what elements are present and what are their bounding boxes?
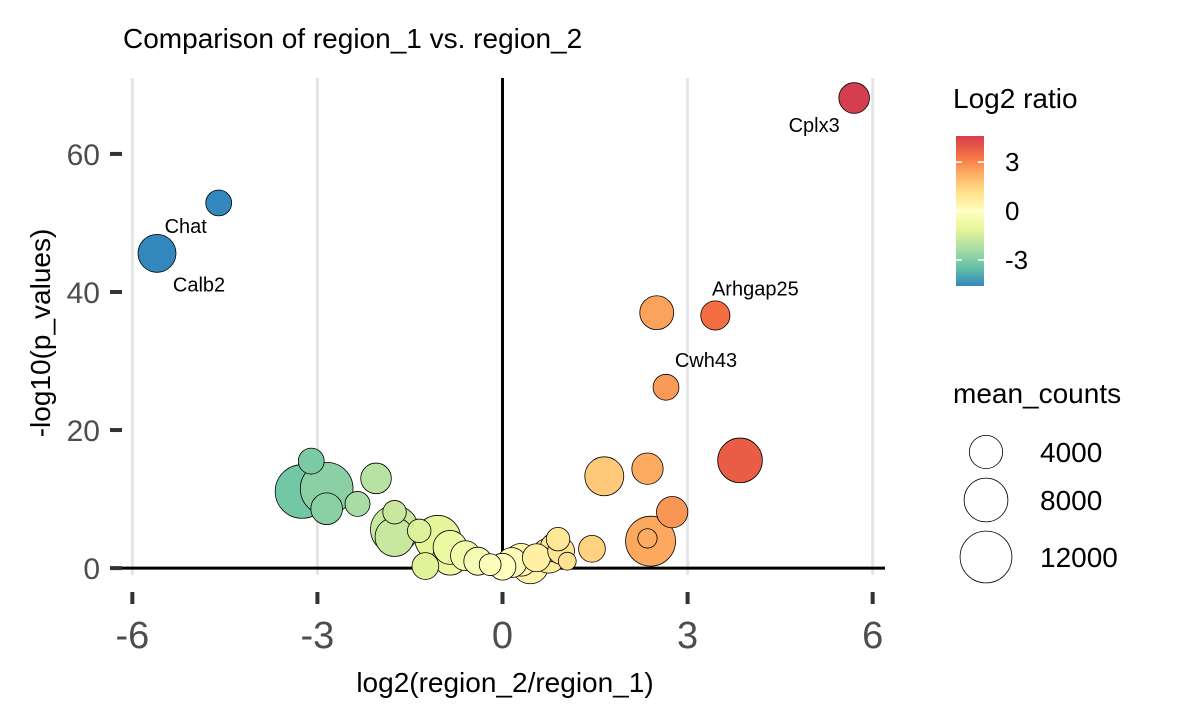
axes [120, 78, 885, 575]
colorbar-tick-label: 0 [1005, 196, 1019, 226]
data-point [557, 551, 577, 571]
y-axis-title: -log10(p_values) [25, 229, 56, 438]
data-point [584, 456, 625, 497]
data-point [652, 373, 680, 401]
data-point [297, 447, 325, 475]
x-tick-label: 3 [677, 615, 698, 657]
chart-title: Comparison of region_1 vs. region_2 [123, 23, 582, 54]
data-point [545, 526, 571, 552]
size-legend-label: 8000 [1040, 485, 1102, 516]
colorbar-tick-label: 3 [1005, 147, 1019, 177]
size-legend-circle [968, 434, 1004, 470]
data-point [639, 295, 675, 331]
data-point [360, 462, 392, 495]
data-point [411, 552, 440, 580]
size-legend-circle [959, 530, 1013, 584]
x-tick-label: 0 [492, 615, 513, 657]
colorbar-ticks: 3 0 -3 [956, 147, 1028, 275]
point-label: Cwh43 [675, 350, 737, 372]
y-tick-label: 60 [67, 139, 100, 172]
x-axis-ticks: -6 -3 0 3 6 [115, 592, 883, 657]
x-tick-label: -3 [301, 615, 335, 657]
data-point [578, 534, 606, 563]
colorbar-tick-label: -3 [1005, 245, 1028, 275]
size-legend-items: 4000 8000 12000 [959, 434, 1118, 584]
point-labels: Cplx3 Chat Calb2 Arhgap25 Cwh43 [165, 115, 840, 372]
y-axis-ticks: 0 20 40 60 [67, 139, 122, 586]
data-point [137, 233, 177, 273]
data-point [382, 500, 407, 525]
y-tick-label: 40 [67, 277, 100, 310]
data-points [137, 82, 870, 585]
size-legend: mean_counts 4000 8000 12000 [953, 378, 1121, 584]
data-point [310, 492, 343, 525]
data-point [656, 496, 689, 529]
data-point [717, 437, 763, 484]
x-tick-label: -6 [115, 615, 149, 657]
data-point [344, 491, 371, 517]
data-point [637, 528, 658, 549]
point-label: Cplx3 [789, 115, 840, 137]
data-point [700, 300, 731, 331]
y-tick-label: 0 [83, 553, 100, 586]
size-legend-circle [963, 477, 1009, 523]
size-legend-label: 12000 [1040, 542, 1118, 573]
point-label: Arhgap25 [712, 278, 799, 300]
size-legend-title: mean_counts [953, 378, 1121, 409]
y-tick-label: 20 [67, 415, 100, 448]
data-point [205, 189, 233, 217]
data-point [522, 543, 551, 573]
data-point [631, 452, 664, 485]
x-tick-label: 6 [862, 615, 883, 657]
size-legend-label: 4000 [1040, 437, 1102, 468]
color-legend: Log2 ratio 3 0 -3 [953, 83, 1078, 286]
data-point [407, 518, 432, 543]
x-axis-title: log2(region_2/region_1) [356, 667, 653, 698]
data-point [838, 82, 870, 114]
point-label: Calb2 [173, 274, 225, 296]
color-legend-title: Log2 ratio [953, 83, 1078, 114]
point-label: Chat [165, 216, 208, 238]
data-point [478, 553, 502, 576]
